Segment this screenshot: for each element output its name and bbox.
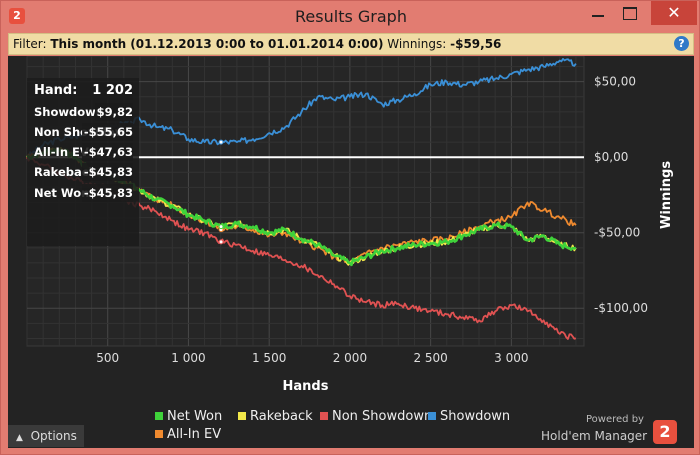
x-tick-label: 500 bbox=[96, 351, 119, 365]
x-tick-label: 2 000 bbox=[333, 351, 367, 365]
x-tick-label: 1 500 bbox=[252, 351, 286, 365]
x-axis-label: Hands bbox=[283, 379, 329, 394]
tooltip-row-label: Rakeback bbox=[34, 165, 97, 179]
maximize-icon bbox=[623, 7, 637, 20]
filter-prefix: Filter: bbox=[13, 37, 51, 51]
brand-name: Hold'em Manager bbox=[541, 429, 648, 443]
tooltip-hand-row: Hand: 1 202 bbox=[34, 82, 133, 100]
winnings-label: Winnings: bbox=[383, 37, 451, 51]
x-tick-label: 3 000 bbox=[494, 351, 528, 365]
y-tick-label: -$100,00 bbox=[594, 301, 648, 315]
tooltip-row-value: -$45,83 bbox=[81, 184, 133, 202]
chevron-up-icon: ▲ bbox=[16, 433, 23, 443]
close-icon: ✕ bbox=[667, 3, 681, 22]
tooltip-hand-label: Hand: bbox=[34, 83, 78, 98]
hem-logo-icon: 2 bbox=[653, 420, 677, 444]
legend-item-all-in-ev[interactable]: All-In EV bbox=[155, 426, 221, 444]
x-tick-label: 1 000 bbox=[171, 351, 205, 365]
y-tick-label: $50,00 bbox=[594, 75, 636, 89]
winnings-value: -$59,56 bbox=[450, 37, 502, 51]
tooltip-row-non-showdown: Non Showdown -$55,65 bbox=[34, 123, 133, 141]
tooltip-row-label: Net Won bbox=[34, 186, 90, 200]
y-tick-label: -$50,00 bbox=[594, 226, 640, 240]
tooltip-row-value: -$47,63 bbox=[81, 143, 133, 161]
tooltip-row-value: -$55,65 bbox=[81, 123, 133, 141]
title-bar[interactable]: 2 Results Graph ✕ bbox=[1, 1, 700, 33]
tooltip-row-rakeback: Rakeback -$45,83 bbox=[34, 163, 133, 181]
legend-label: Non Showdown bbox=[332, 409, 433, 424]
legend-item-net-won[interactable]: Net Won bbox=[155, 408, 222, 426]
highlight-point bbox=[218, 239, 224, 245]
legend-label: Showdown bbox=[440, 409, 511, 424]
hand-tooltip: Hand: 1 202 Showdown $9,82 Non Showdown … bbox=[27, 78, 139, 246]
tooltip-row-label: All-In EV bbox=[34, 145, 89, 159]
y-axis-label: Winnings bbox=[659, 161, 674, 229]
help-icon[interactable]: ? bbox=[674, 36, 689, 51]
legend-label: Rakeback bbox=[250, 409, 313, 424]
legend-swatch bbox=[320, 412, 328, 420]
app-logo-icon: 2 bbox=[9, 8, 25, 24]
tooltip-row-label: Showdown bbox=[34, 105, 104, 119]
y-tick-label: $0,00 bbox=[594, 150, 628, 164]
legend-swatch bbox=[155, 412, 163, 420]
legend-swatch bbox=[428, 412, 436, 420]
powered-by-text: Powered by bbox=[586, 414, 644, 425]
legend-item-showdown[interactable]: Showdown bbox=[428, 408, 510, 426]
highlight-point bbox=[218, 139, 224, 145]
legend-swatch bbox=[155, 430, 163, 438]
graph-area: 500 1 000 1 500 2 000 2 500 3 000 $50,00 $0,00 -… bbox=[8, 56, 694, 448]
maximize-button[interactable] bbox=[611, 1, 649, 25]
tooltip-row-net-won: Net Won -$45,83 bbox=[34, 184, 133, 202]
legend-item-rakeback[interactable]: Rakeback bbox=[238, 408, 313, 426]
tooltip-row-value: -$45,83 bbox=[81, 163, 133, 181]
tooltip-hand-value: 1 202 bbox=[90, 82, 133, 100]
x-tick-label: 2 500 bbox=[413, 351, 447, 365]
filter-range: This month (01.12.2013 0:00 to 01.01.201… bbox=[50, 37, 384, 51]
minimize-icon bbox=[592, 15, 604, 17]
window-title: Results Graph bbox=[295, 7, 407, 26]
legend-swatch bbox=[238, 412, 246, 420]
legend-label: All-In EV bbox=[167, 427, 222, 442]
tooltip-row-showdown: Showdown $9,82 bbox=[34, 103, 133, 121]
options-label: Options bbox=[30, 429, 77, 443]
filter-bar: Filter: This month (01.12.2013 0:00 to 0… bbox=[8, 33, 694, 55]
options-button[interactable]: ▲ Options bbox=[8, 425, 84, 447]
highlight-point bbox=[218, 224, 224, 230]
legend-label: Net Won bbox=[167, 409, 223, 424]
close-button[interactable]: ✕ bbox=[651, 1, 697, 25]
legend-item-non-showdown[interactable]: Non Showdown bbox=[320, 408, 432, 426]
tooltip-row-all-in-ev: All-In EV -$47,63 bbox=[34, 143, 133, 161]
minimize-button[interactable] bbox=[579, 1, 617, 25]
tooltip-row-value: $9,82 bbox=[94, 103, 133, 121]
